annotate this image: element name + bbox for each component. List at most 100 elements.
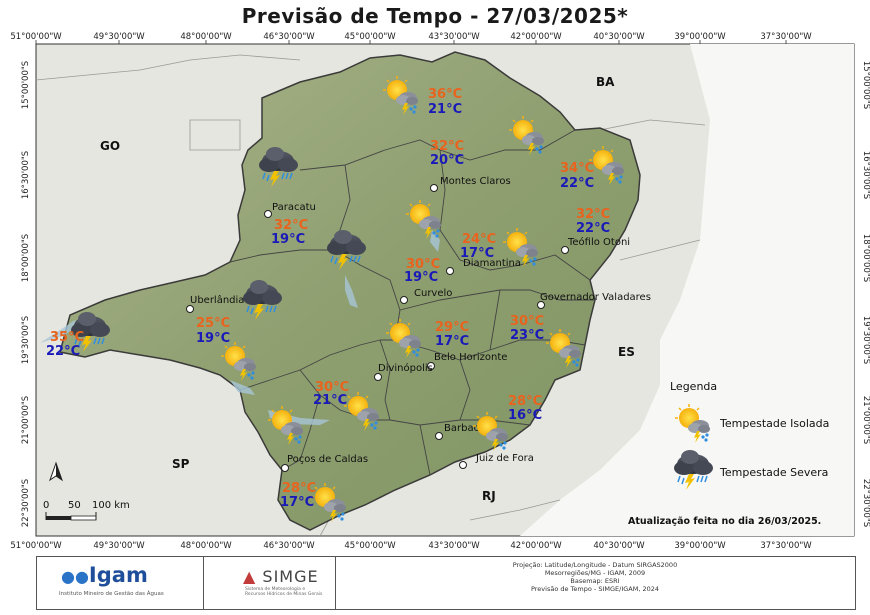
lon-label: 37°30'00"W	[760, 32, 812, 42]
svg-text:Curvelo: Curvelo	[414, 288, 452, 299]
svg-text:Diamantina: Diamantina	[463, 258, 521, 269]
min-temp: 22°C	[560, 176, 594, 191]
scale-label-50: 50	[68, 500, 81, 511]
min-temp: 21°C	[428, 102, 462, 117]
footer: ●●Igam Instituto Mineiro de Gestão das Á…	[36, 556, 856, 610]
lat-labels-left: 15°00'00"S 16°30'00"S 18°00'00"S 19°30'0…	[21, 61, 31, 527]
simge-subtitle: Sistema de Meteorologia e Recursos Hídri…	[245, 587, 323, 597]
min-temp: 16°C	[508, 408, 542, 423]
svg-text:Uberlândia: Uberlândia	[190, 294, 244, 306]
min-temp: 17°C	[435, 334, 469, 349]
city-belo-horizonte: Belo Horizonte	[427, 352, 507, 370]
lon-label: 37°30'00"W	[760, 541, 812, 551]
state-label-bahia: BA	[596, 75, 615, 89]
legend-title: Legenda	[670, 380, 717, 393]
lon-label: 48°00'00"W	[180, 32, 232, 42]
min-temp: 23°C	[510, 328, 544, 343]
state-label-rio-de-janeiro: RJ	[482, 489, 496, 503]
update-note: Atualização feita no dia 26/03/2025.	[628, 516, 821, 527]
footer-divider	[335, 557, 336, 609]
credit-line: Mesorregiões/MG - IGAM, 2009	[544, 569, 646, 577]
city-barbacena: Barbacena	[435, 423, 498, 440]
north-arrow-icon	[49, 461, 63, 482]
lon-label: 40°30'00"W	[593, 541, 645, 551]
city-juiz-de-fora: Juiz de Fora	[459, 453, 534, 469]
lon-labels-top: 51°00'00"W 49°30'00"W 48°00'00"W 46°30'0…	[10, 32, 812, 42]
min-temp: 22°C	[46, 344, 80, 359]
svg-text:Montes Claros: Montes Claros	[440, 176, 511, 187]
lon-label: 39°00'00"W	[674, 541, 726, 551]
state-label-espirito-santo: ES	[618, 345, 635, 359]
state-label-sao-paulo: SP	[172, 457, 190, 471]
state-labels: BA GO SP ES RJ	[100, 75, 635, 503]
svg-text:Divinópolis: Divinópolis	[378, 362, 433, 374]
city-governador-valadares: Governador Valadares	[537, 292, 651, 309]
lat-label: 21°00'00"S	[861, 396, 870, 444]
svg-text:Governador Valadares: Governador Valadares	[540, 292, 651, 303]
footer-divider	[203, 557, 204, 609]
max-temp: 25°C	[196, 316, 230, 331]
min-temp: 17°C	[460, 246, 494, 261]
scale-bar: 0 50 100 km	[43, 500, 130, 521]
lon-label: 43°30'00"W	[428, 32, 480, 42]
lon-label: 45°00'00"W	[344, 541, 396, 551]
city-uberlandia: Uberlândia	[186, 294, 244, 313]
lon-label: 42°00'00"W	[510, 32, 562, 42]
credit-line: Projeção: Latitude/Longitude - Datum SIR…	[512, 561, 678, 569]
lat-label: 18°00'00"S	[21, 234, 31, 282]
svg-text:Belo Horizonte: Belo Horizonte	[434, 352, 507, 363]
max-temp: 30°C	[510, 314, 544, 329]
reservoirs	[40, 230, 440, 425]
min-temp: 19°C	[196, 331, 230, 346]
scale-label-100: 100 km	[92, 500, 130, 511]
min-temp: 20°C	[430, 153, 464, 168]
drops-icon: ●●	[61, 567, 89, 586]
max-temp: 32°C	[274, 218, 308, 233]
city-paracatu: Paracatu	[264, 202, 316, 218]
lat-label: 19°30'00"S	[861, 316, 870, 364]
lon-label: 48°00'00"W	[180, 541, 232, 551]
lon-label: 42°00'00"W	[510, 541, 562, 551]
temperature-labels: 36°C 21°C 32°C 20°C 34°C 22°C 32°C 22°C …	[46, 87, 610, 510]
lon-labels-bottom: 51°00'00"W 49°30'00"W 48°00'00"W 46°30'0…	[10, 541, 812, 551]
lat-label: 22°30'00"S	[861, 479, 870, 527]
lat-labels-right: 15°00'00"S 16°30'00"S 18°00'00"S 19°30'0…	[861, 61, 870, 527]
lon-label: 46°30'00"W	[263, 541, 315, 551]
max-temp: 34°C	[560, 161, 594, 176]
max-temp: 30°C	[406, 257, 440, 272]
city-divinopolis: Divinópolis	[374, 362, 433, 381]
max-temp: 32°C	[576, 207, 610, 222]
max-temp: 28°C	[508, 394, 542, 409]
lat-label: 18°00'00"S	[861, 234, 870, 282]
lon-label: 39°00'00"W	[674, 32, 726, 42]
lat-label: 21°00'00"S	[21, 396, 31, 444]
map-credits: Projeção: Latitude/Longitude - Datum SIR…	[335, 561, 855, 593]
svg-text:Paracatu: Paracatu	[272, 202, 316, 213]
max-temp: 32°C	[430, 139, 464, 154]
svg-text:Barbacena: Barbacena	[444, 423, 498, 434]
city-montes-claros: Montes Claros	[430, 176, 511, 192]
max-temp: 36°C	[428, 87, 462, 102]
lon-label: 40°30'00"W	[593, 32, 645, 42]
lon-label: 46°30'00"W	[263, 32, 315, 42]
state-label-goias: GO	[100, 139, 120, 153]
lon-label: 51°00'00"W	[10, 32, 62, 42]
simge-arrow-icon: ▲	[243, 567, 257, 586]
svg-text:Juiz de Fora: Juiz de Fora	[475, 453, 534, 464]
min-temp: 21°C	[313, 393, 347, 408]
min-temp: 19°C	[404, 270, 438, 285]
svg-text:Poços de Caldas: Poços de Caldas	[287, 454, 368, 465]
legend-label-isolated: Tempestade Isolada	[719, 417, 829, 430]
lon-label: 49°30'00"W	[93, 541, 145, 551]
city-markers: Montes Claros Paracatu Teófilo Otoni Dia…	[186, 176, 651, 472]
credit-line: Basemap: ESRI	[570, 577, 620, 585]
max-temp: 35°C	[50, 330, 84, 345]
lat-label: 22°30'00"S	[21, 479, 31, 527]
lat-label: 15°00'00"S	[861, 61, 870, 109]
igam-logo: ●●Igam	[61, 563, 148, 587]
graticule-ticks	[35, 40, 787, 44]
min-temp: 19°C	[271, 232, 305, 247]
lat-label: 19°30'00"S	[21, 316, 31, 364]
igam-subtitle: Instituto Mineiro de Gestão das Águas	[59, 591, 164, 597]
